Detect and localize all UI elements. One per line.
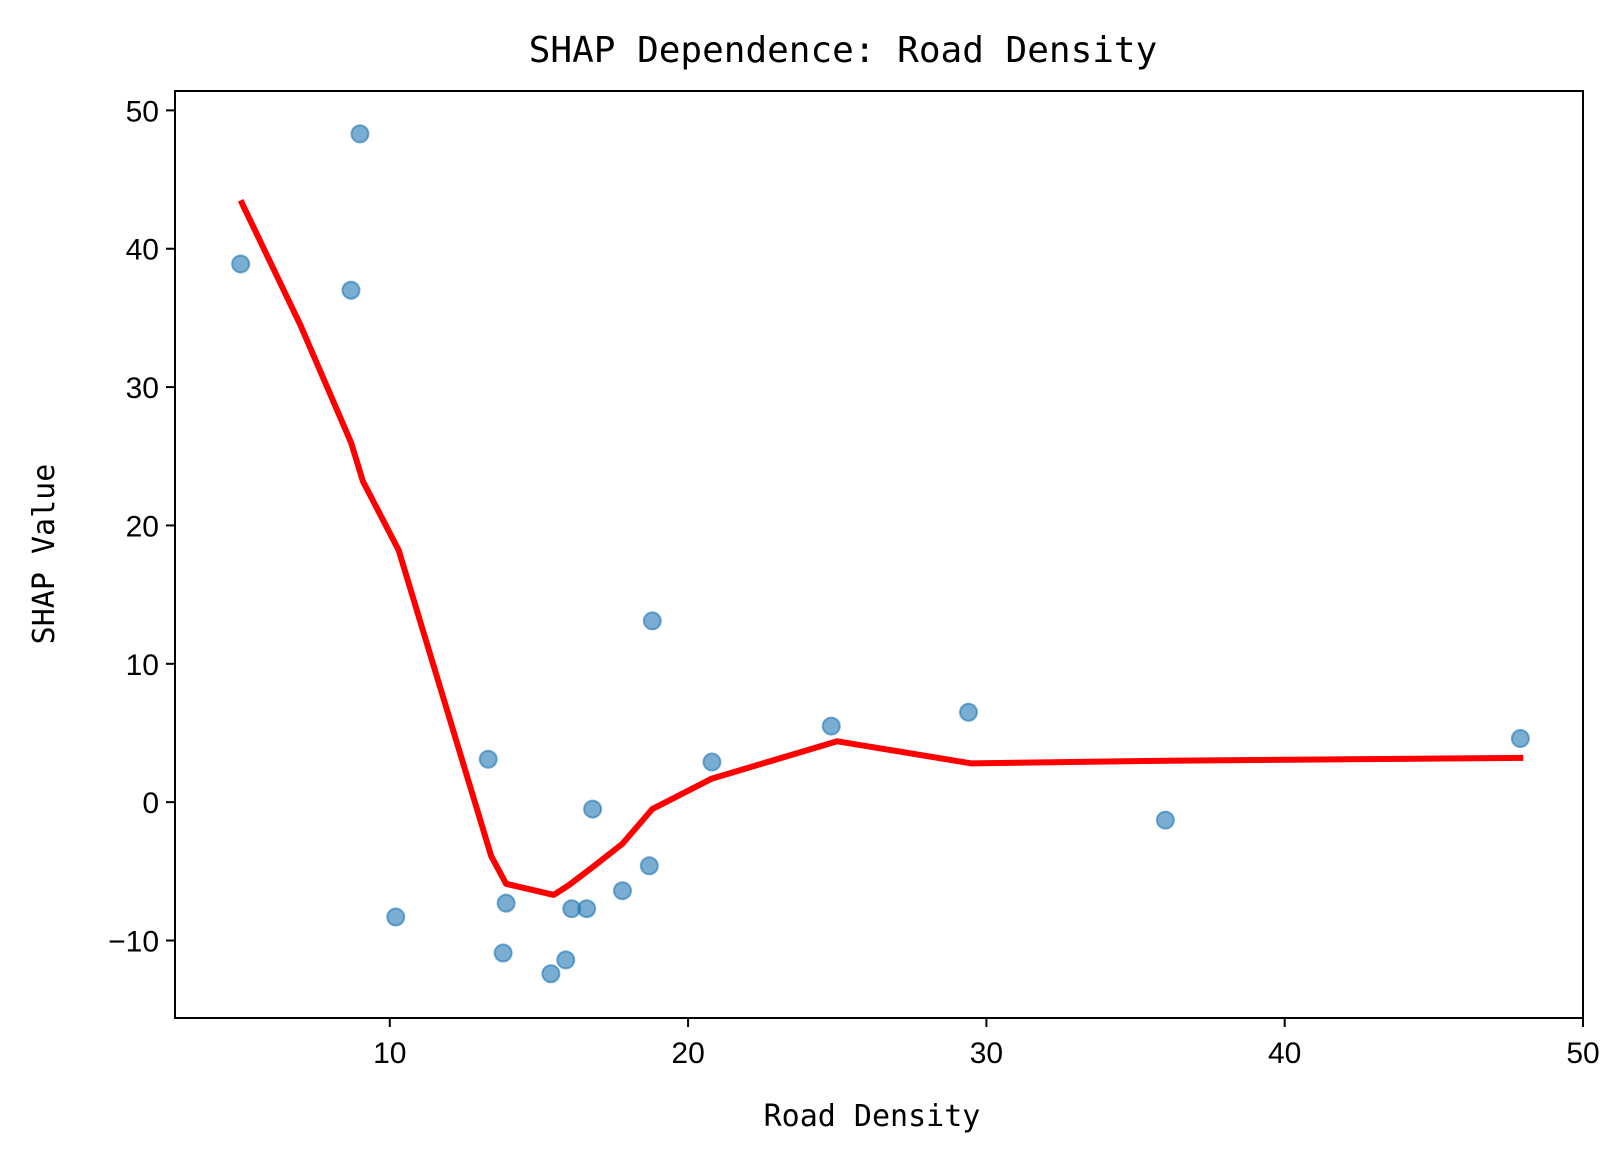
scatter-point bbox=[386, 907, 406, 927]
x-tick-label: 50 bbox=[1566, 1037, 1599, 1070]
x-tick-label: 30 bbox=[970, 1037, 1003, 1070]
scatter-point bbox=[350, 124, 370, 144]
x-axis-label: Road Density bbox=[764, 1099, 981, 1134]
scatter-point bbox=[556, 950, 576, 970]
scatter-point bbox=[1510, 729, 1530, 749]
scatter-point bbox=[231, 254, 251, 274]
scatter-point bbox=[541, 964, 561, 984]
y-tick-label: 10 bbox=[126, 649, 159, 682]
scatter-point bbox=[612, 881, 632, 901]
y-axis-label: SHAP Value bbox=[27, 464, 62, 645]
chart-title: SHAP Dependence: Road Density bbox=[529, 30, 1158, 71]
y-axis: −10 0 10 20 30 40 50 bbox=[108, 95, 175, 959]
scatter-point bbox=[639, 856, 659, 876]
y-tick-label: 50 bbox=[126, 95, 159, 128]
scatter-point bbox=[821, 716, 841, 736]
x-tick-label: 20 bbox=[671, 1037, 704, 1070]
scatter-point bbox=[493, 943, 513, 963]
scatter-point bbox=[577, 899, 597, 919]
scatter-point bbox=[496, 893, 516, 913]
plot-area bbox=[231, 124, 1530, 984]
scatter-point bbox=[1155, 810, 1175, 830]
scatter-point bbox=[583, 799, 603, 819]
y-tick-label: 20 bbox=[126, 510, 159, 543]
scatter-point bbox=[958, 702, 978, 722]
scatter-point bbox=[702, 752, 722, 772]
y-tick-label: −10 bbox=[108, 926, 159, 959]
plot-frame bbox=[174, 90, 1584, 1019]
y-tick-label: 0 bbox=[142, 787, 159, 820]
scatter-point bbox=[341, 280, 361, 300]
y-tick-label: 30 bbox=[126, 372, 159, 405]
trend-line bbox=[237, 199, 1524, 898]
x-tick-label: 10 bbox=[373, 1037, 406, 1070]
x-axis: 10 20 30 40 50 bbox=[373, 1018, 1600, 1070]
y-tick-label: 40 bbox=[126, 234, 159, 267]
scatter-point bbox=[642, 611, 662, 631]
x-tick-label: 40 bbox=[1268, 1037, 1301, 1070]
scatter-point bbox=[478, 749, 498, 769]
